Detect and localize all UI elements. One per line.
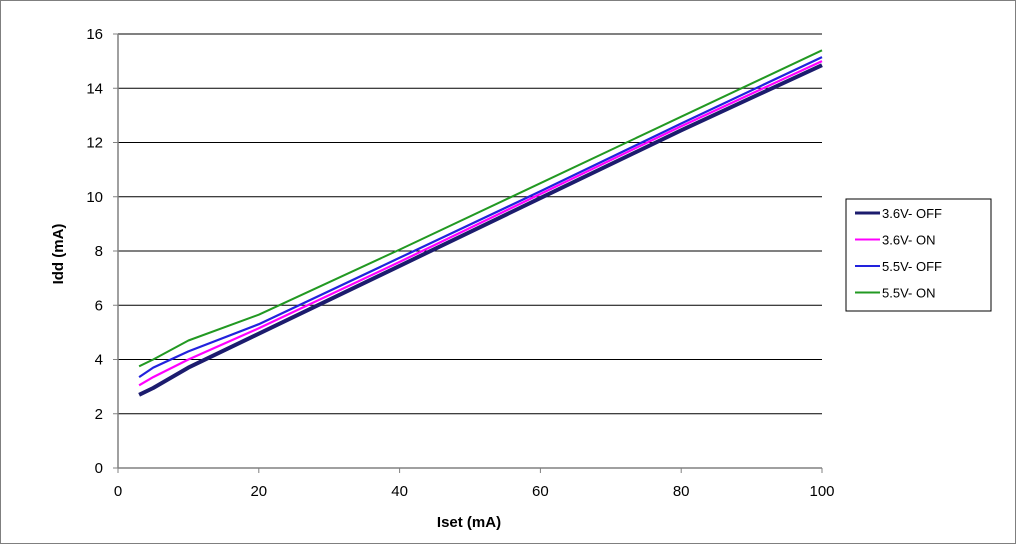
- axes: [113, 33, 823, 473]
- x-axis-label: Iset (mA): [437, 514, 501, 531]
- legend-label-4: 5.5V- ON: [882, 286, 935, 301]
- y-tick-label-4: 4: [95, 352, 103, 369]
- y-tick-label-6: 6: [95, 297, 103, 314]
- series-line-2: [138, 60, 823, 387]
- series-line-1: [138, 63, 823, 397]
- y-tick-label-16: 16: [86, 26, 103, 43]
- x-tick-label-40: 40: [391, 483, 408, 500]
- legend-label-1: 3.6V- OFF: [882, 206, 942, 221]
- y-tick-label-8: 8: [95, 243, 103, 260]
- x-tick-label-20: 20: [250, 483, 267, 500]
- y-axis-label: Idd (mA): [50, 224, 67, 285]
- x-tick-label-60: 60: [532, 483, 549, 500]
- y-tick-labels: 0 2 4 6 8 10 12 14 16: [86, 26, 103, 477]
- y-tick-label-0: 0: [95, 460, 103, 477]
- legend-label-2: 3.6V- ON: [882, 233, 935, 248]
- y-tick-label-14: 14: [86, 80, 103, 97]
- series-line-3: [138, 56, 823, 379]
- gridlines: [118, 33, 822, 415]
- y-tick-label-10: 10: [86, 189, 103, 206]
- x-tick-label-80: 80: [673, 483, 690, 500]
- x-tick-label-0: 0: [114, 483, 122, 500]
- legend: 3.6V- OFF 3.6V- ON 5.5V- OFF 5.5V- ON: [845, 198, 992, 312]
- y-tick-label-2: 2: [95, 406, 103, 423]
- x-tick-labels: 0 20 40 60 80 100: [114, 483, 835, 500]
- legend-label-3: 5.5V- OFF: [882, 259, 942, 274]
- series-line-4: [138, 49, 823, 368]
- x-tick-label-100: 100: [809, 483, 834, 500]
- y-tick-label-12: 12: [86, 135, 103, 152]
- series-lines: [138, 49, 823, 397]
